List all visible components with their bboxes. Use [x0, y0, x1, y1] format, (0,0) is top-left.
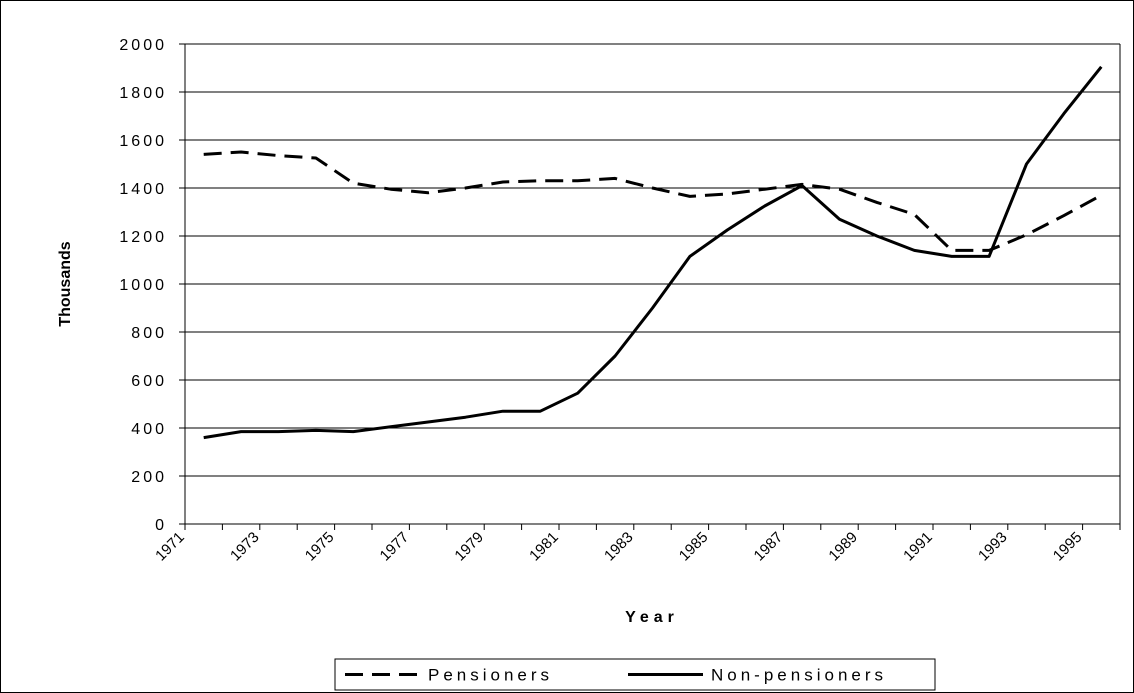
y-axis-label: Thousands: [57, 241, 74, 326]
y-tick-label: 400: [131, 421, 167, 438]
y-tick-label: 1400: [119, 181, 167, 198]
y-tick-label: 1800: [119, 85, 167, 102]
y-tick-label: 0: [155, 517, 167, 534]
legend-label: Pensioners: [428, 666, 553, 685]
y-tick-label: 800: [131, 325, 167, 342]
series-line: [203, 150, 1103, 252]
y-tick-label: 200: [131, 469, 167, 486]
y-tick-label: 1200: [119, 229, 167, 246]
y-tick-label: 2000: [119, 37, 167, 54]
series-line: [203, 65, 1103, 440]
y-tick-label: 1000: [119, 277, 167, 294]
y-tick-label: 1600: [119, 133, 167, 150]
y-tick-label: 600: [131, 373, 167, 390]
x-axis-label: Year: [625, 609, 679, 626]
legend-label: Non-pensioners: [711, 666, 887, 685]
